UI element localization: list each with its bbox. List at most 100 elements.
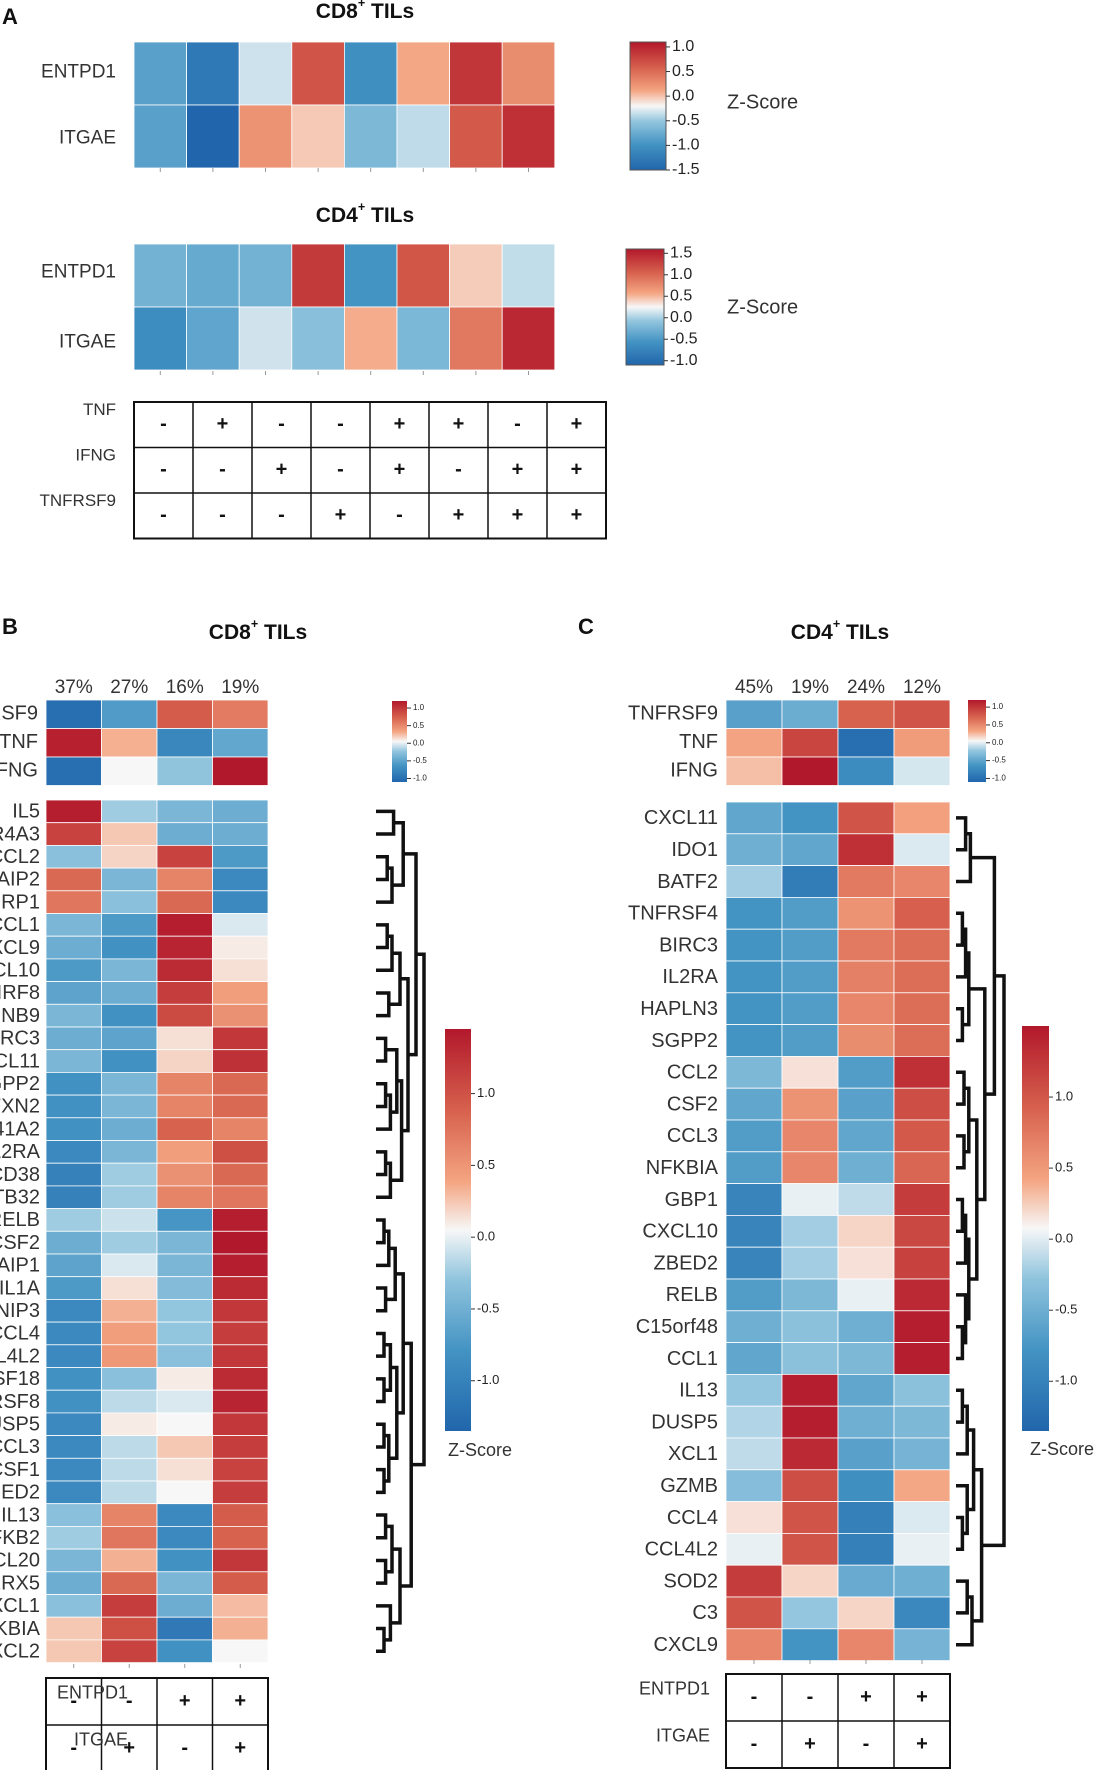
heatmap-cell [725,992,783,1025]
heatmap-cell [156,1571,213,1595]
heatmap-cell [837,1119,895,1153]
heatmap-cell [893,992,951,1025]
heatmap-cell [781,865,839,898]
heatmap-cell [156,958,213,983]
heatmap-cell [893,1119,951,1153]
heatmap-cell [837,1533,895,1566]
heatmap-cell [156,799,213,824]
gene-label: CCL20 [0,1550,40,1572]
heatmap-cell [837,801,895,835]
heatmap-cell [212,1140,269,1164]
dendrogram-branch [970,855,997,1096]
heatmap-cell [725,897,783,930]
title-superscript: + [358,200,365,214]
heatmap-cell [101,1526,158,1550]
heatmap-cell [212,1049,269,1073]
heatmap-cell [837,1183,895,1216]
heatmap-cell [725,1183,783,1216]
colorbar-tick-label: 0.0 [1055,1231,1073,1246]
heatmap-cell [893,728,951,758]
gene-label: NFKBIA [0,1618,41,1640]
heatmap-cell [45,1548,102,1573]
colorbar-tick-label: -1.5 [672,161,700,178]
dendrogram-branch [376,934,394,972]
gene-label: SLC41A2 [0,1118,40,1140]
gene-label: CCL2 [0,846,40,868]
heatmap-cell [725,1024,783,1057]
gene-label: P2RX5 [0,1572,40,1594]
dendrogram-branch [376,1558,388,1585]
gene-label: RELB [666,1284,718,1306]
colorbar-gradient [392,701,407,782]
heatmap-cell [837,1374,895,1407]
gene-label: CXCL9 [0,937,40,959]
heatmap-cell [212,958,269,983]
heatmap-cell [893,1056,951,1089]
heatmap-cell [45,1639,102,1664]
heatmap-cell [156,1616,213,1641]
heatmap-cell [101,1208,158,1232]
heatmap-cell [725,1564,783,1598]
heatmap-cell [238,104,293,169]
heatmap-cell [212,1162,269,1187]
heatmap-cell [781,1119,839,1153]
dendrogram-branch [376,1150,388,1177]
heatmap-cell [781,1246,839,1280]
panel-title: CD4+ TILs [316,200,414,226]
heatmap-cell [45,1253,102,1278]
dendrogram-branch [376,1422,386,1449]
title-superscript: + [251,617,258,631]
heatmap-cell [212,1548,269,1573]
heatmap-cell [45,1117,102,1141]
heatmap-cell [212,913,269,937]
heatmap-cell [449,41,503,106]
heatmap-cell [45,1026,102,1051]
heatmap-cell [156,1344,213,1368]
title-rest: TILs [365,204,414,227]
heatmap-cell [837,1310,895,1344]
dendrogram-branch [376,1331,386,1358]
cluster-percentage: 16% [166,677,204,698]
gene-label: ITGAE [59,128,116,149]
heatmap-cell [449,104,503,169]
gene-label: IDO1 [671,839,718,861]
gene-label: TNF [679,731,718,753]
heatmap-cell [101,1185,158,1210]
gene-label: NFKBIA [646,1157,719,1179]
condition-sign: - [70,1690,77,1712]
heatmap-cell [45,1140,102,1164]
heatmap-cell [101,1049,158,1073]
cluster-percentage: 37% [55,677,93,698]
heatmap-cell [781,992,839,1025]
condition-sign: + [453,413,465,435]
colorbar-tick-label: 0.5 [992,720,1004,729]
colorbar-tick-label: -0.5 [670,330,698,347]
heatmap-cell [212,1230,269,1255]
condition-sign: - [126,1690,133,1712]
dendrogram-branch [376,1286,388,1313]
condition-label: ITGAE [656,1725,710,1745]
heatmap-cell [101,1162,158,1187]
condition-sign: + [453,504,465,526]
panel-label-c: C [578,614,594,639]
gene-label: ZBTB32 [0,1187,40,1209]
gene-label: CD38 [0,1164,40,1186]
heatmap-cell [781,1310,839,1344]
heatmap-cell [725,1374,783,1407]
gene-label: CXCL10 [642,1221,718,1243]
heatmap-cell [725,1151,783,1185]
colorbar-gradient [629,41,667,171]
heatmap-cell [781,728,839,758]
heatmap-cell [101,1253,158,1278]
heatmap-cell [101,890,158,914]
heatmap-cell [156,1185,213,1210]
heatmap-cell [156,1548,213,1573]
heatmap-cell [45,699,102,729]
colorbar-gradient [1022,1026,1049,1431]
heatmap-cell [101,913,158,937]
heatmap-cell [781,1056,839,1089]
colorbar-tick-label: 1.0 [670,266,692,283]
heatmap-cell [101,1094,158,1119]
dendrogram-branch [956,1324,965,1361]
heatmap-cell [45,890,102,914]
